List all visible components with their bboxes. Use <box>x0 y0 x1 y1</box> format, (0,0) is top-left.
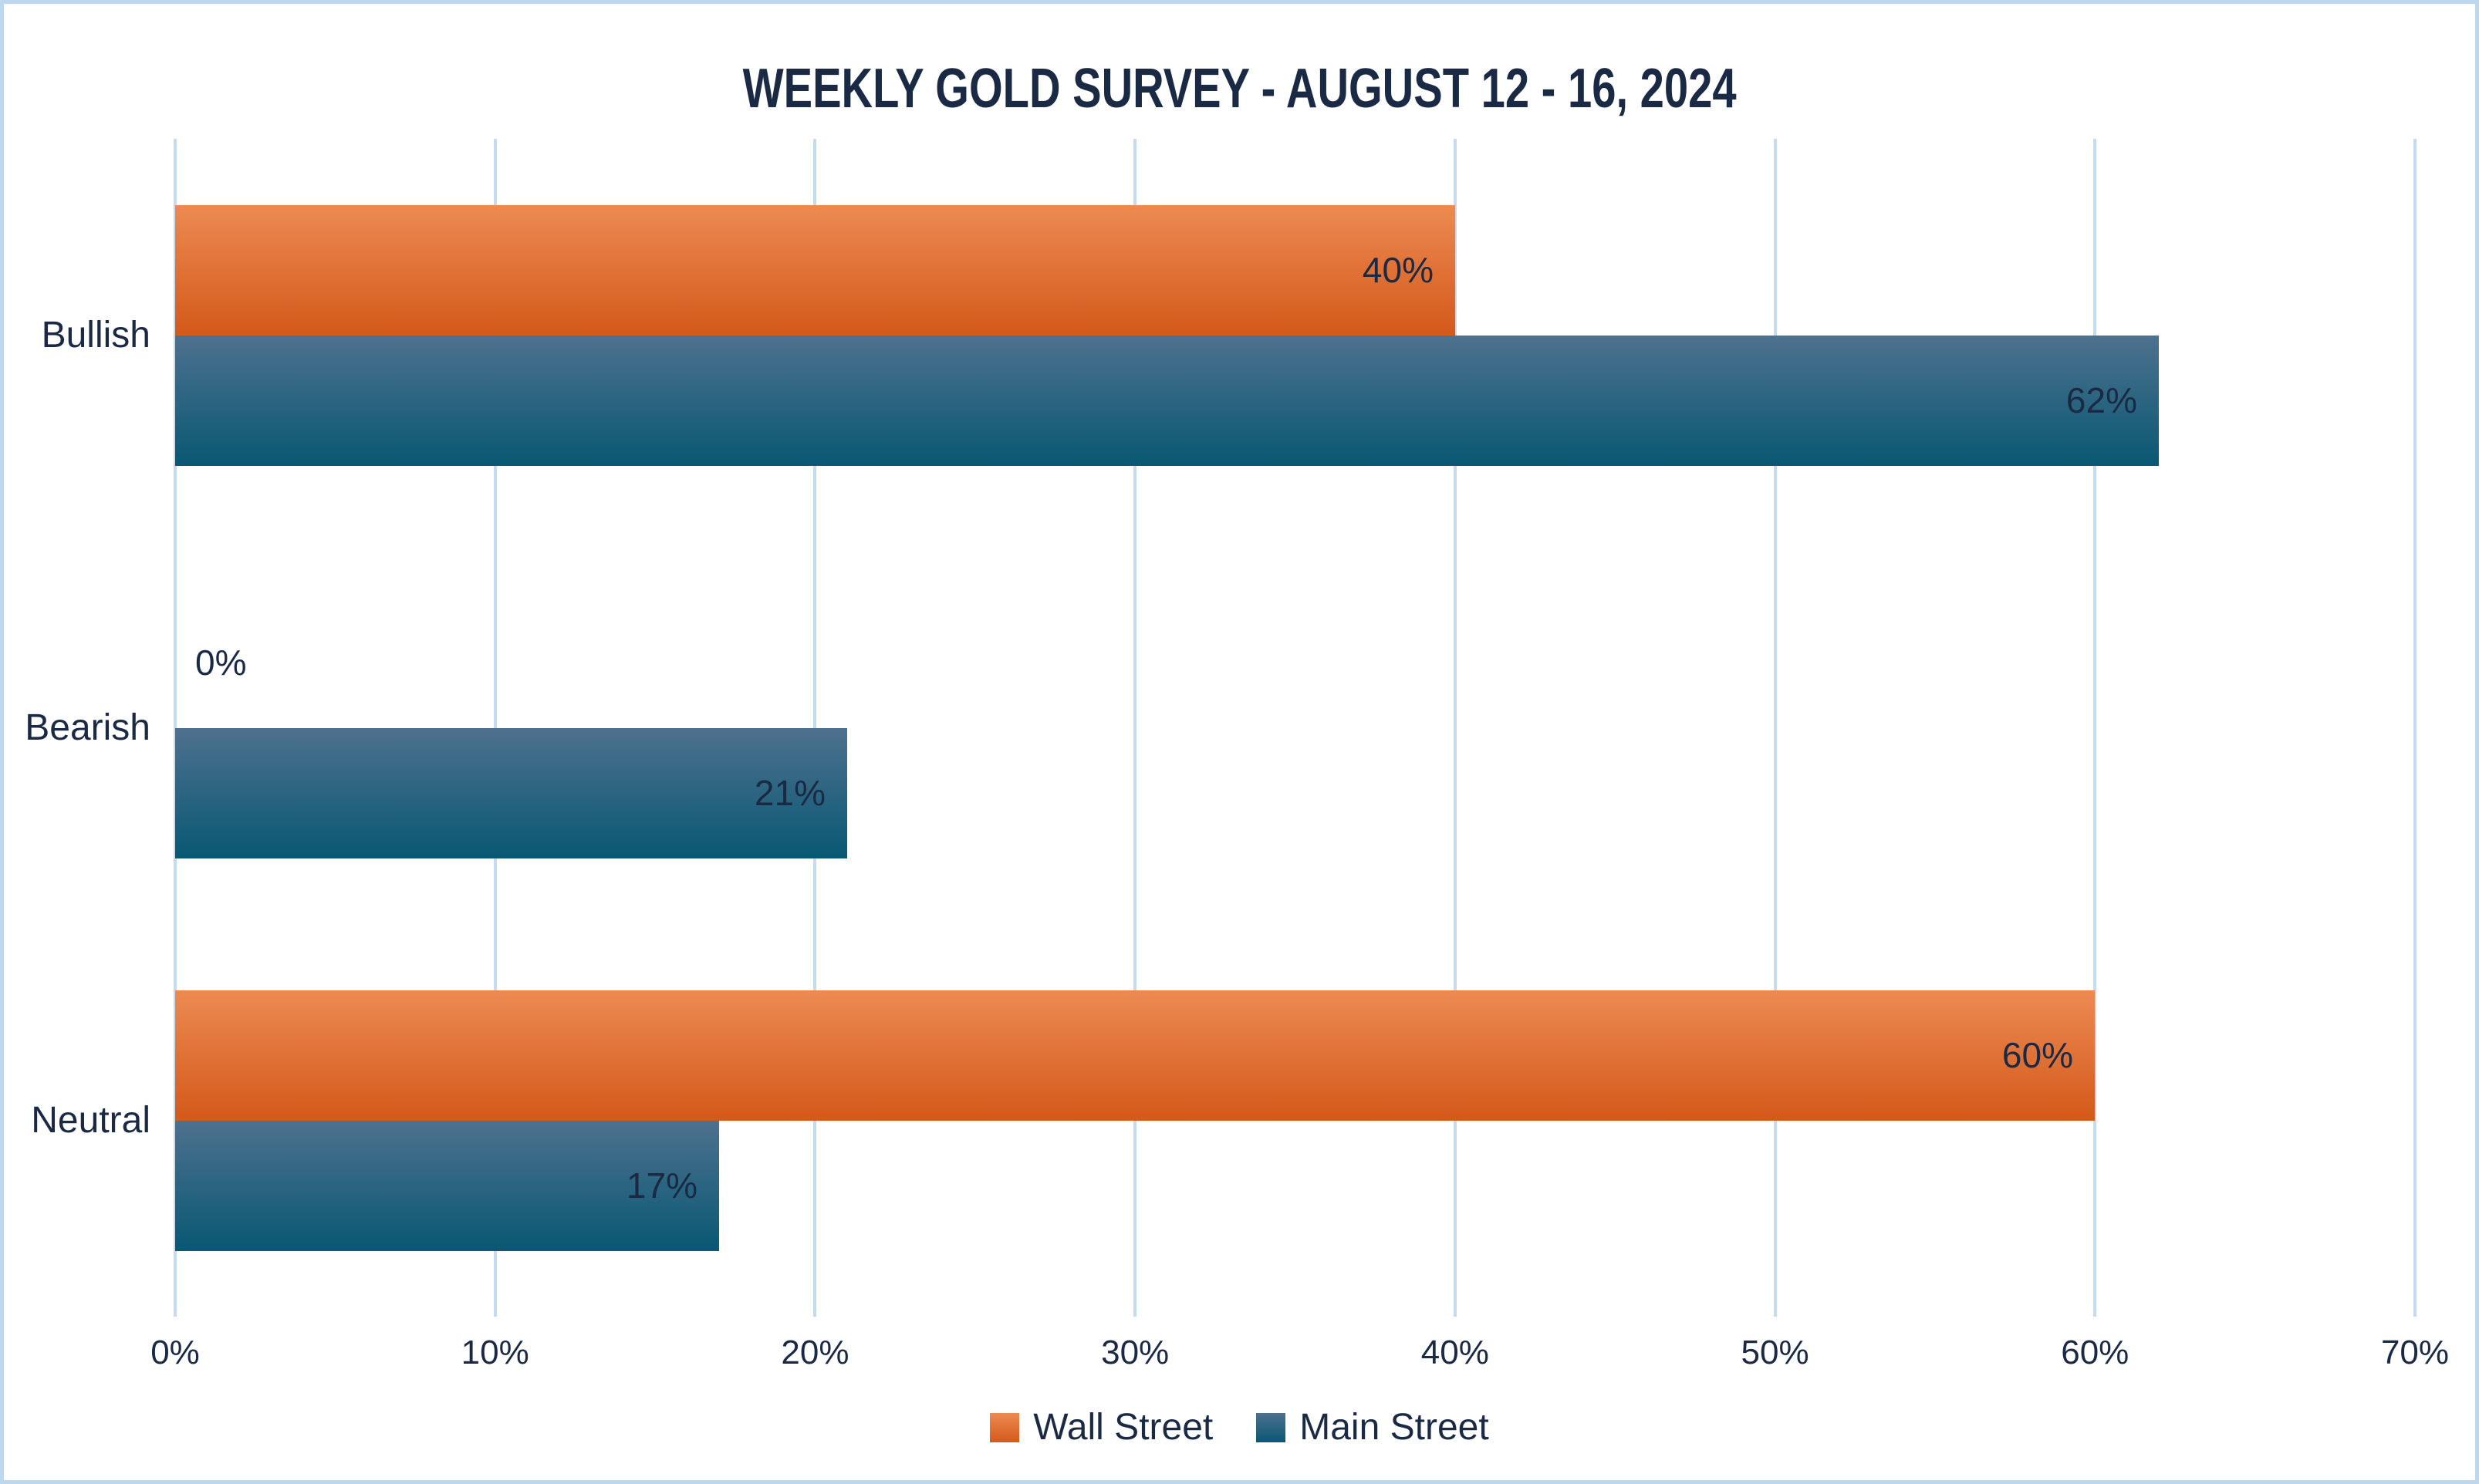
category-label-bullish: Bullish <box>41 315 150 356</box>
x-tick-label: 30% <box>1101 1334 1170 1371</box>
legend-swatch-wall-street <box>990 1413 1020 1442</box>
gridline <box>2093 139 2097 1317</box>
gridline <box>174 139 177 1317</box>
legend: Wall Street Main Street <box>4 1397 2475 1459</box>
bar-wall-street-bullish <box>175 205 1455 336</box>
bar-wall-street-neutral <box>175 990 2095 1121</box>
bar-main-street-neutral <box>175 1121 719 1251</box>
x-tick-label: 20% <box>781 1334 849 1371</box>
category-label-neutral: Neutral <box>31 1100 150 1141</box>
x-tick-label: 10% <box>461 1334 529 1371</box>
value-label-wall-street-bullish: 40% <box>1362 250 1434 290</box>
legend-item-wall-street: Wall Street <box>990 1409 1213 1446</box>
plot-area: 0% 10% 20% 30% 40% 50% 60% 70% Bullish 40% 62% Bear… <box>4 4 2475 1480</box>
chart-title-text: WEEKLY GOLD SURVEY - AUGUST 12 - 16, 202… <box>742 58 1737 120</box>
gridline <box>1773 139 1777 1317</box>
x-tick-label: 60% <box>2061 1334 2129 1371</box>
value-label-main-street-neutral: 17% <box>626 1165 697 1206</box>
value-label-wall-street-neutral: 60% <box>2001 1035 2073 1075</box>
gridline <box>813 139 817 1317</box>
gridline <box>1133 139 1137 1317</box>
x-tick-label: 50% <box>1741 1334 1809 1371</box>
gridline <box>493 139 497 1317</box>
legend-item-main-street: Main Street <box>1256 1407 1489 1448</box>
legend-label-main-street: Main Street <box>1299 1407 1489 1448</box>
x-tick-label: 70% <box>2380 1334 2450 1371</box>
value-label-main-street-bearish: 21% <box>754 773 826 813</box>
value-label-wall-street-bearish: 0% <box>195 643 247 683</box>
x-tick-label: 0% <box>150 1334 200 1371</box>
bar-main-street-bullish <box>175 336 2159 466</box>
legend-label-wall-street: Wall Street <box>1033 1407 1214 1448</box>
legend-swatch-main-street <box>1256 1413 1286 1442</box>
gridline <box>1453 139 1457 1317</box>
category-label-bearish: Bearish <box>25 707 150 748</box>
value-label-main-street-bullish: 62% <box>2065 380 2137 420</box>
x-tick-label: 40% <box>1420 1334 1489 1371</box>
bar-main-street-bearish <box>175 728 847 858</box>
chart-title: WEEKLY GOLD SURVEY - AUGUST 12 - 16, 202… <box>4 55 2475 123</box>
gridline <box>2413 139 2417 1317</box>
